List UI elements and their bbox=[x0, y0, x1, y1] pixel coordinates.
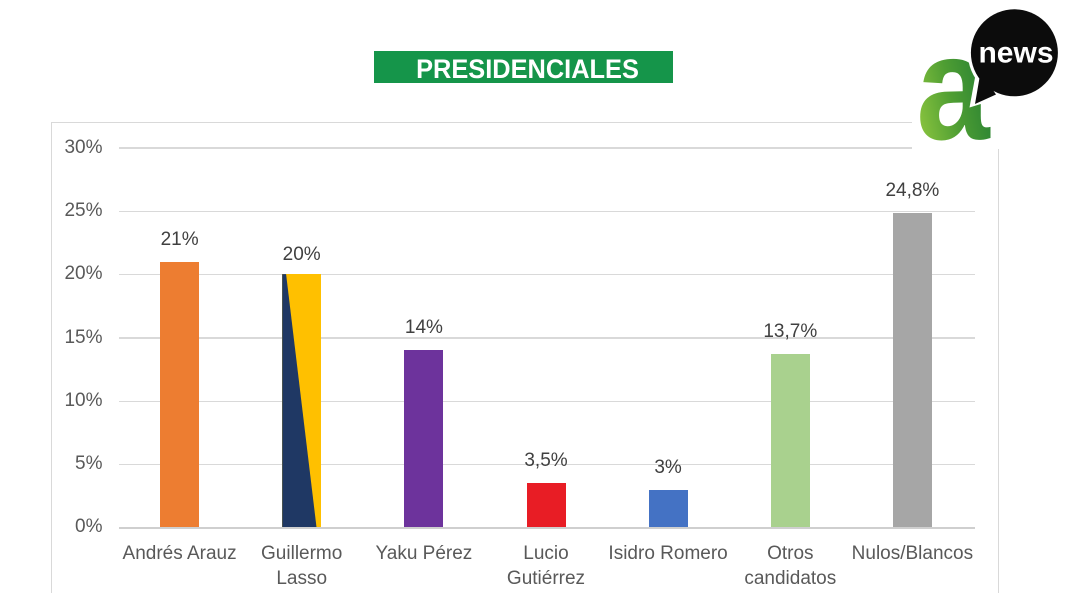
svg-text:news: news bbox=[978, 37, 1053, 70]
